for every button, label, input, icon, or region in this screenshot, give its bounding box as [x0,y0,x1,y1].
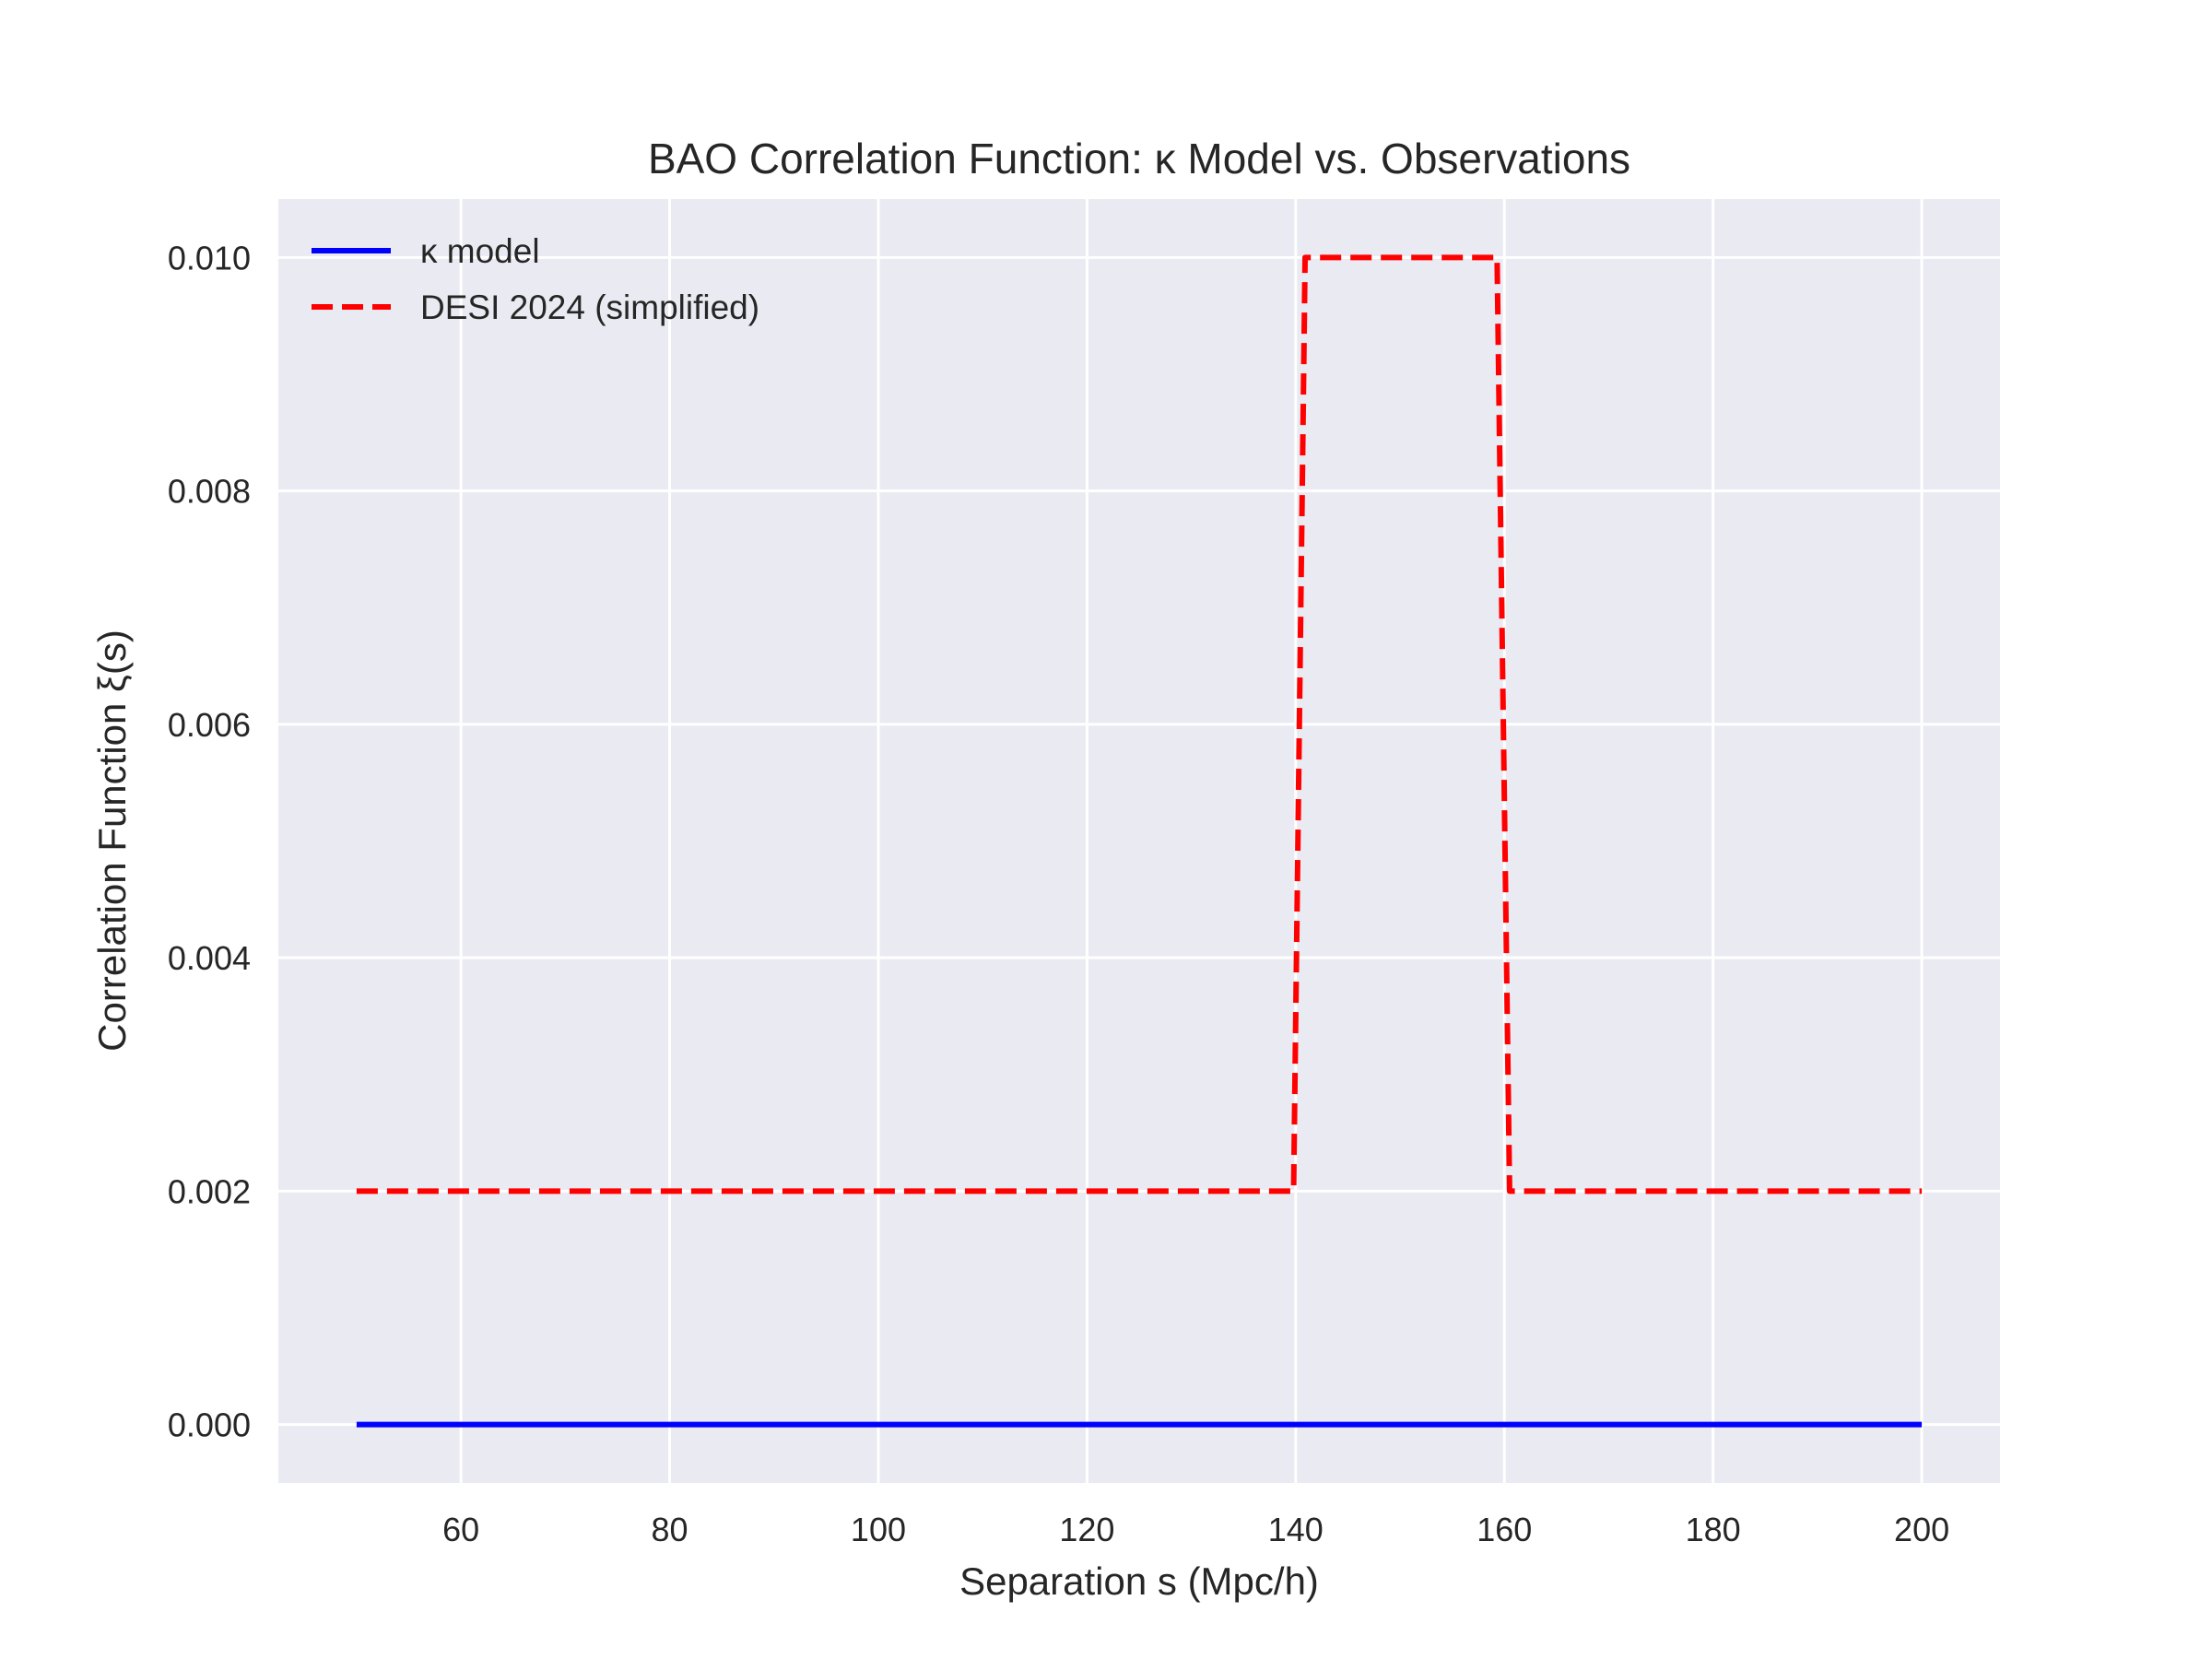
x-tick-label: 140 [1268,1511,1324,1548]
chart-title: BAO Correlation Function: κ Model vs. Ob… [648,135,1630,182]
y-axis-label: Correlation Function ξ(s) [90,629,134,1052]
y-tick-label: 0.004 [168,939,251,977]
legend-label: DESI 2024 (simplified) [420,288,759,326]
legend: κ model DESI 2024 (simplified) [312,232,759,326]
y-tick-label: 0.002 [168,1172,251,1210]
x-axis-label: Separation s (Mpc/h) [959,1559,1319,1603]
x-tick-labels: 60 80 100 120 140 160 180 200 [442,1511,1949,1548]
x-tick-label: 60 [442,1511,479,1548]
y-tick-label: 0.000 [168,1406,251,1444]
series-lines [356,254,1923,1428]
x-tick-label: 180 [1686,1511,1741,1548]
x-tick-label: 160 [1477,1511,1532,1548]
y-tick-label: 0.010 [168,239,251,276]
x-tick-label: 80 [652,1511,688,1548]
y-tick-label: 0.006 [168,706,251,744]
x-tick-label: 100 [851,1511,906,1548]
x-tick-label: 120 [1059,1511,1114,1548]
plot-background [278,199,2000,1483]
series-line-1 [356,254,1923,1194]
legend-label: κ model [420,232,540,270]
y-tick-labels: 0.000 0.002 0.004 0.006 0.008 0.010 [168,239,251,1443]
y-tick-label: 0.008 [168,473,251,511]
x-tick-label: 200 [1894,1511,1949,1548]
